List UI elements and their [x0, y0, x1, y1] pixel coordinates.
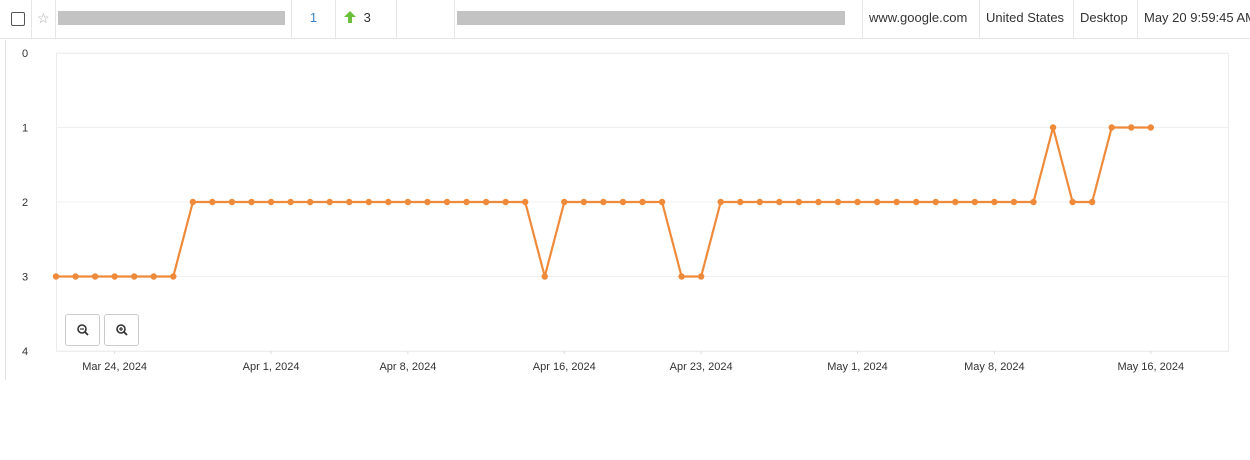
- point: [991, 198, 998, 206]
- point: [502, 198, 509, 206]
- point: [1010, 198, 1018, 206]
- zoom-out-button[interactable]: [65, 314, 100, 346]
- point: [561, 198, 568, 206]
- point: [111, 273, 118, 280]
- rank-cell: 1: [292, 0, 336, 38]
- x-tick-label: May 1, 2024: [827, 361, 888, 373]
- y-tick-label: 4: [22, 346, 28, 358]
- point: [737, 198, 744, 206]
- point: [971, 198, 979, 206]
- point: [580, 198, 588, 206]
- point: [815, 198, 822, 206]
- x-tick-label: Apr 1, 2024: [243, 361, 300, 373]
- point: [678, 273, 685, 280]
- point: [189, 198, 197, 206]
- point: [443, 198, 451, 206]
- point: [1030, 198, 1037, 206]
- x-tick-label: May 8, 2024: [964, 361, 1025, 373]
- point: [1049, 124, 1057, 131]
- checkbox-cell: [0, 0, 32, 38]
- device-cell: Desktop: [1074, 0, 1138, 38]
- star-cell: ☆: [32, 0, 56, 38]
- point: [697, 273, 705, 280]
- zoom-in-button[interactable]: [104, 314, 139, 346]
- point: [1108, 124, 1115, 131]
- zoom-in-icon: [116, 324, 128, 336]
- point: [873, 198, 881, 206]
- redacted: [457, 11, 845, 25]
- change-value: 3: [363, 10, 371, 25]
- point: [306, 198, 314, 206]
- point: [326, 198, 333, 206]
- x-tick-label: Apr 23, 2024: [670, 361, 733, 373]
- x-tick-label: Apr 16, 2024: [533, 361, 596, 373]
- point: [346, 198, 353, 206]
- empty-cell: [397, 0, 455, 38]
- point: [131, 273, 138, 280]
- y-tick-label: 1: [22, 123, 28, 135]
- point: [228, 198, 236, 206]
- point: [932, 198, 939, 206]
- point: [776, 198, 783, 206]
- engine-cell: www.google.com: [863, 0, 980, 38]
- location-cell: United States: [980, 0, 1074, 38]
- point: [854, 198, 861, 206]
- zoom-out-icon: [77, 324, 89, 336]
- updated-cell: May 20 9:59:45 AM: [1144, 10, 1250, 25]
- y-tick-label: 3: [22, 272, 28, 284]
- point: [463, 198, 470, 206]
- checkbox[interactable]: [11, 12, 25, 26]
- point: [170, 273, 177, 280]
- x-tick-label: Mar 24, 2024: [82, 361, 147, 373]
- point: [482, 198, 490, 206]
- up-arrow: [344, 11, 356, 23]
- point: [834, 198, 842, 206]
- point: [404, 198, 412, 206]
- x-tick-label: Apr 8, 2024: [379, 361, 436, 373]
- point: [756, 198, 763, 206]
- redacted: [58, 11, 285, 25]
- point: [287, 198, 294, 206]
- point: [600, 198, 607, 206]
- point: [52, 273, 60, 280]
- point: [658, 198, 666, 206]
- point: [91, 273, 99, 280]
- point: [522, 198, 529, 206]
- change-cell: 3: [336, 0, 397, 38]
- point: [1128, 124, 1135, 131]
- keyword-cell: [56, 0, 292, 38]
- point: [541, 273, 548, 280]
- y-tick-label: 2: [22, 197, 28, 209]
- point: [913, 198, 920, 206]
- point: [1069, 198, 1076, 206]
- point: [365, 198, 372, 206]
- point: [795, 198, 803, 206]
- star-icon[interactable]: ☆: [37, 10, 50, 26]
- table-row[interactable]: ☆ 1 3 www.google.com United States Deskt…: [0, 0, 1250, 39]
- point: [952, 198, 959, 206]
- y-tick-label: 0: [22, 48, 28, 60]
- point: [893, 198, 900, 206]
- point: [150, 273, 157, 280]
- url-cell: [455, 0, 863, 38]
- point: [639, 198, 646, 206]
- point: [248, 198, 255, 206]
- point: [717, 198, 724, 206]
- point: [424, 198, 431, 206]
- point: [72, 273, 79, 280]
- x-tick-label: May 16, 2024: [1117, 361, 1184, 373]
- point: [209, 198, 216, 206]
- point: [267, 198, 275, 206]
- point: [385, 198, 392, 206]
- point: [619, 198, 627, 206]
- point: [1147, 124, 1155, 131]
- point: [1088, 198, 1096, 206]
